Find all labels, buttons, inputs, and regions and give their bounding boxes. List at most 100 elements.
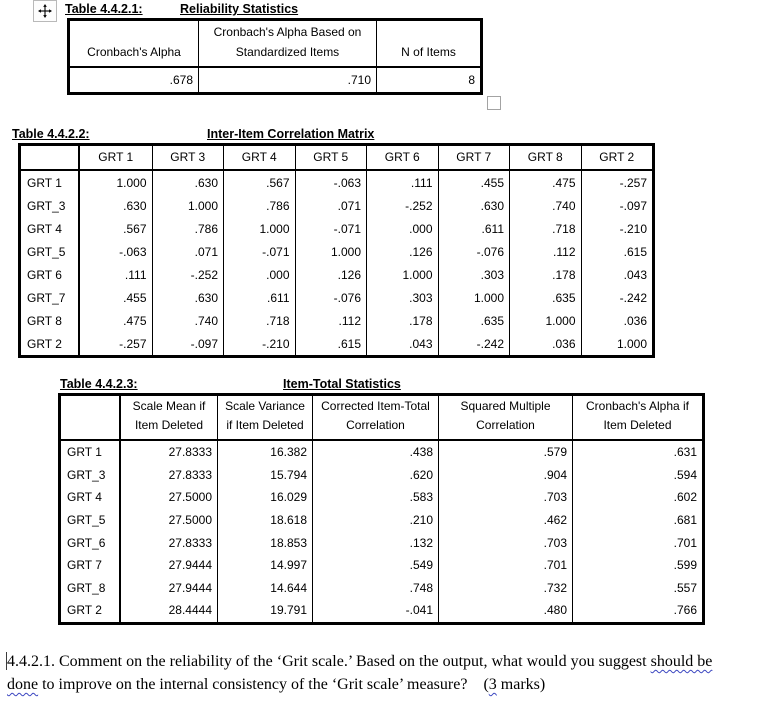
value-cell: 15.794	[217, 463, 312, 487]
value-cell: .455	[123, 290, 147, 305]
table1-label: Table 4.4.2.1:	[65, 2, 143, 16]
question-text-segment: should be	[650, 653, 713, 670]
value-cell: 27.5000	[168, 490, 212, 505]
column-header: GRT 8	[509, 146, 581, 171]
value-cell: .462	[438, 508, 572, 532]
value-cell: .557	[572, 576, 702, 600]
table-move-handle[interactable]	[33, 0, 57, 22]
table1-caption: Table 4.4.2.1: Reliability Statistics	[65, 2, 298, 16]
row-label: GRT_7	[21, 286, 80, 309]
column-header: GRT 2	[580, 146, 652, 171]
column-header: GRT 4	[223, 146, 295, 171]
value-cell: .178	[366, 309, 438, 332]
value-cell: -.063	[119, 244, 147, 259]
value-cell: 14.644	[217, 576, 312, 600]
table3-label: Table 4.4.2.3:	[60, 377, 138, 391]
column-header: Squared Multiple Correlation	[438, 396, 572, 441]
value-cell: .178	[509, 263, 581, 286]
value-cell: .475	[123, 313, 147, 328]
value-cell: .000	[366, 217, 438, 240]
row-label: GRT 2	[61, 599, 121, 622]
value-cell: 27.9444	[168, 580, 212, 595]
value-cell: .111	[366, 171, 438, 194]
value-cell: .112	[294, 309, 367, 332]
value-cell: .615	[294, 332, 367, 355]
value-cell: -.252	[151, 263, 224, 286]
value-cell: -.097	[580, 194, 653, 217]
value-cell: 27.8333	[168, 445, 212, 460]
value-cell: 27.8333	[168, 535, 212, 550]
table-resize-handle[interactable]	[487, 96, 501, 110]
row-label: GRT_5	[21, 240, 80, 263]
value-cell: .718	[509, 217, 581, 240]
row-label: GRT_5	[61, 508, 121, 532]
question-text-segment: marks)	[496, 676, 546, 693]
value-cell: 1.000	[366, 263, 438, 286]
inter-item-correlation-table: GRT 1 GRT 3 GRT 4 GRT 5 GRT 6 GRT 7 GRT 8 GRT 2…	[18, 143, 655, 358]
row-label: GRT_8	[61, 576, 121, 600]
value-cell: -.076	[437, 240, 510, 263]
row-label: GRT 8	[21, 309, 80, 332]
row-label: GRT 1	[61, 441, 121, 464]
value-cell: .583	[312, 486, 438, 509]
value-cell: .701	[572, 531, 702, 554]
table1-title: Reliability Statistics	[180, 2, 299, 16]
value-cell: .111	[124, 267, 147, 282]
item-total-statistics-table: Scale Mean if Item Deleted Scale Variance…	[58, 393, 705, 625]
value-cell: 18.853	[217, 531, 312, 554]
value-cell: .748	[312, 576, 438, 600]
value-cell: 27.9444	[168, 558, 212, 573]
question-text-segment: done	[7, 676, 39, 693]
value-cell: .438	[312, 441, 438, 464]
value-cell: .611	[223, 286, 295, 309]
value-cell: -.257	[119, 336, 147, 351]
value-cell: .071	[294, 194, 367, 217]
value-cell: .480	[438, 599, 572, 622]
column-header: GRT 6	[366, 146, 438, 171]
value-cell: 19.791	[217, 599, 312, 622]
row-label: GRT_3	[61, 463, 121, 487]
value-cell: -.097	[151, 332, 224, 355]
value-cell: .132	[312, 531, 438, 554]
value-cell: .630	[123, 198, 147, 213]
value-cell: .786	[223, 194, 295, 217]
column-header: Scale Mean if Item Deleted	[121, 396, 217, 441]
value-cell: -.071	[294, 217, 367, 240]
row-label: GRT 7	[61, 553, 121, 577]
corner-cell	[21, 146, 80, 171]
value-cell: .615	[580, 240, 653, 263]
value-cell: .043	[580, 263, 653, 286]
column-header: GRT 5	[294, 146, 366, 171]
value-cell: -.076	[294, 286, 367, 309]
table3-caption: Table 4.4.2.3: Item-Total Statistics	[60, 377, 401, 391]
value-cell: .681	[572, 508, 702, 532]
value-cell: -.242	[437, 332, 510, 355]
value-cell: .766	[572, 599, 702, 622]
value-cell: -.242	[580, 286, 653, 309]
value-cell: .740	[151, 309, 224, 332]
value-cell: .567	[123, 221, 147, 236]
four-way-move-arrow-icon	[38, 4, 52, 18]
value-cell: 1.000	[116, 175, 147, 190]
value-cell: .786	[151, 217, 224, 240]
value-cell: -.210	[223, 332, 295, 355]
value-cell: 8	[376, 68, 480, 92]
value-cell: -.257	[580, 171, 653, 194]
value-cell: .210	[312, 508, 438, 532]
value-cell: .635	[437, 309, 510, 332]
value-cell: .112	[509, 240, 581, 263]
row-label: GRT 4	[61, 486, 121, 509]
row-label: GRT 1	[21, 171, 80, 194]
value-cell: 1.000	[437, 286, 510, 309]
value-cell: -.252	[366, 194, 438, 217]
value-cell: .703	[438, 486, 572, 509]
value-cell: .599	[572, 553, 702, 577]
value-cell: 1.000	[509, 309, 581, 332]
value-cell: .043	[366, 332, 438, 355]
value-cell: -.063	[294, 171, 367, 194]
question-paragraph: 4.4.2.1. Comment on the reliability of t…	[7, 650, 773, 696]
value-cell: .126	[294, 263, 367, 286]
value-cell: .701	[438, 553, 572, 577]
question-text-segment: 3	[488, 676, 497, 693]
reliability-statistics-table: Cronbach's Alpha Cronbach's Alpha Based o…	[67, 18, 483, 95]
